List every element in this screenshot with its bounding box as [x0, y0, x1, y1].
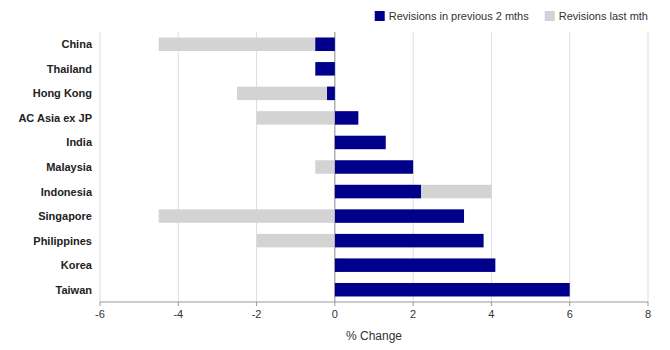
category-label: Taiwan — [56, 284, 93, 296]
chart-container: -6 -4 -2 0 2 4 6 8 % Change China Thailand Hong Kon… — [0, 0, 670, 350]
category-label: India — [66, 136, 93, 148]
legend-swatch — [545, 11, 555, 21]
bar — [257, 234, 335, 248]
legend: Revisions in previous 2 mths Revisions la… — [375, 10, 648, 22]
bar — [335, 209, 464, 223]
bar — [159, 209, 335, 223]
grid-line — [178, 32, 179, 302]
legend-item: Revisions last mth — [545, 10, 648, 22]
grid-line — [569, 32, 570, 302]
x-axis: -6 -4 -2 0 2 4 6 8 — [95, 302, 651, 320]
tick-label: 2 — [410, 308, 416, 320]
chart-svg: -6 -4 -2 0 2 4 6 8 % Change China Thailand Hong Kon… — [0, 0, 670, 350]
bar — [315, 38, 335, 52]
bar — [159, 38, 335, 52]
category-label: Malaysia — [46, 161, 93, 173]
tick-mark — [256, 302, 257, 306]
category-label: Indonesia — [41, 186, 93, 198]
y-axis: China Thailand Hong Kong AC Asia ex JP India… — [18, 38, 92, 295]
bar — [335, 185, 492, 199]
bar — [335, 283, 570, 297]
tick-label: -2 — [252, 308, 262, 320]
bar — [335, 160, 413, 174]
grid — [100, 32, 648, 302]
tick-mark — [413, 302, 414, 306]
category-label: AC Asia ex JP — [18, 112, 92, 124]
category-label: China — [61, 38, 92, 50]
bar — [335, 111, 358, 125]
tick-label: 8 — [645, 308, 651, 320]
bar — [335, 136, 386, 150]
grid-line — [100, 32, 101, 302]
x-axis-line — [100, 302, 648, 303]
category-label: Hong Kong — [33, 87, 92, 99]
category-label: Philippines — [33, 235, 92, 247]
bar — [257, 111, 335, 125]
bar — [315, 160, 335, 174]
category-label: Singapore — [38, 210, 92, 222]
tick-mark — [178, 302, 179, 306]
bar — [335, 258, 495, 272]
category-label: Thailand — [47, 63, 92, 75]
legend-label: Revisions in previous 2 mths — [389, 10, 530, 22]
tick-mark — [648, 302, 649, 306]
tick-mark — [491, 302, 492, 306]
grid-line — [648, 32, 649, 302]
legend-label: Revisions last mth — [559, 10, 648, 22]
category-label: Korea — [61, 259, 93, 271]
tick-label: 0 — [332, 308, 338, 320]
tick-label: 4 — [488, 308, 494, 320]
bars — [159, 38, 570, 297]
tick-mark — [334, 302, 335, 306]
grid-line — [256, 32, 257, 302]
x-axis-label: % Change — [346, 329, 402, 343]
tick-mark — [100, 302, 101, 306]
bar-series — [159, 38, 492, 272]
legend-swatch — [375, 11, 385, 21]
tick-label: -6 — [95, 308, 105, 320]
legend-item: Revisions in previous 2 mths — [375, 10, 530, 22]
bar-series — [315, 38, 569, 297]
bar — [335, 185, 421, 199]
bar — [315, 62, 335, 75]
bar — [237, 87, 335, 101]
tick-mark — [569, 302, 570, 306]
tick-label: -4 — [173, 308, 183, 320]
bar — [335, 234, 484, 248]
tick-label: 6 — [567, 308, 573, 320]
bar — [327, 87, 335, 101]
